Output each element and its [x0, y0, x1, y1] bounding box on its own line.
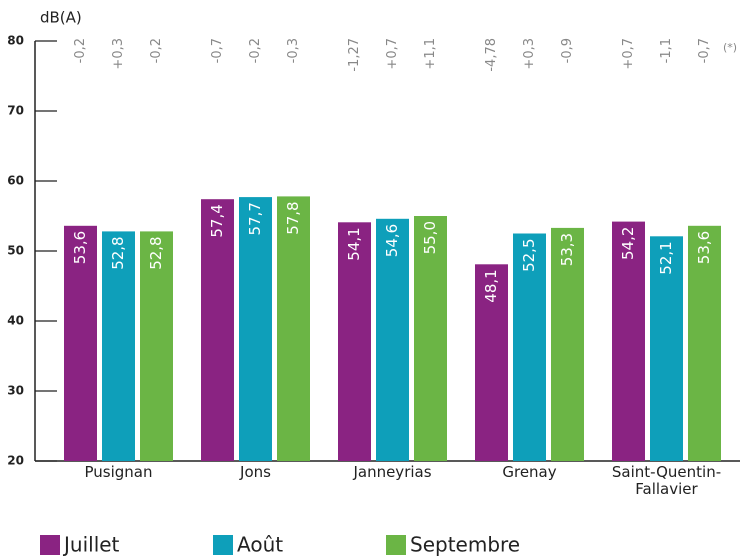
change-label: +1,1 — [423, 38, 438, 70]
value-label: 48,1 — [482, 269, 500, 302]
legend-swatch — [40, 535, 60, 555]
value-label: 57,7 — [246, 202, 264, 235]
legend-label: Septembre — [410, 533, 520, 557]
y-tick-label: 50 — [7, 244, 24, 258]
change-label: -0,9 — [560, 38, 575, 63]
y-tick-label: 20 — [7, 454, 24, 468]
value-label: 53,6 — [71, 231, 89, 264]
y-tick-label: 40 — [7, 314, 24, 328]
legend-swatch — [386, 535, 406, 555]
change-label: -0,2 — [149, 38, 164, 63]
bar — [201, 199, 234, 461]
x-tick-label: Jons — [240, 463, 271, 481]
value-label: 52,5 — [520, 239, 538, 272]
change-label: +0,7 — [385, 38, 400, 70]
bar — [414, 216, 447, 461]
value-label: 54,1 — [345, 227, 363, 260]
bar — [688, 225, 721, 461]
bar — [376, 218, 409, 461]
value-label: 53,3 — [558, 233, 576, 266]
value-label: 55,0 — [421, 221, 439, 254]
legend-label: Juillet — [62, 533, 120, 557]
bar — [140, 231, 173, 461]
y-tick-label: 60 — [7, 174, 24, 188]
change-label: -0,7 — [697, 38, 712, 63]
y-tick-label: 80 — [7, 34, 24, 48]
bar — [650, 236, 683, 461]
value-label: 54,2 — [619, 227, 637, 260]
change-label: -0,7 — [210, 38, 225, 63]
change-label: +0,3 — [111, 38, 126, 70]
bar — [475, 264, 508, 461]
bar — [277, 196, 310, 461]
change-label: -1,1 — [659, 38, 674, 63]
bar — [64, 225, 97, 461]
value-label: 57,4 — [208, 204, 226, 237]
annotation: (*) — [723, 41, 737, 54]
value-label: 57,8 — [284, 201, 302, 234]
x-tick-label: Grenay — [502, 463, 557, 481]
bar — [239, 197, 272, 461]
change-label: +0,3 — [522, 38, 537, 70]
value-label: 52,8 — [109, 236, 127, 269]
bar — [513, 233, 546, 461]
value-label: 53,6 — [695, 231, 713, 264]
bar — [612, 221, 645, 461]
value-label: 52,1 — [657, 241, 675, 274]
change-label: -0,2 — [73, 38, 88, 63]
legend-label: Août — [237, 533, 283, 557]
y-tick-label: 30 — [7, 384, 24, 398]
x-tick-label: Saint-Quentin-Fallavier — [611, 463, 722, 498]
bar — [551, 227, 584, 461]
value-label: 52,8 — [147, 236, 165, 269]
change-label: -4,78 — [484, 38, 499, 72]
change-label: -0,2 — [248, 38, 263, 63]
value-label: 54,6 — [383, 224, 401, 257]
bar — [338, 222, 371, 461]
legend-swatch — [213, 535, 233, 555]
y-axis-label: dB(A) — [40, 9, 82, 27]
change-label: -0,3 — [286, 38, 301, 63]
bar — [102, 231, 135, 461]
change-label: -1,27 — [347, 38, 362, 72]
x-tick-label: Janneyrias — [353, 463, 432, 481]
change-label: +0,7 — [621, 38, 636, 70]
y-tick-label: 70 — [7, 104, 24, 118]
x-tick-label: Pusignan — [84, 463, 153, 481]
